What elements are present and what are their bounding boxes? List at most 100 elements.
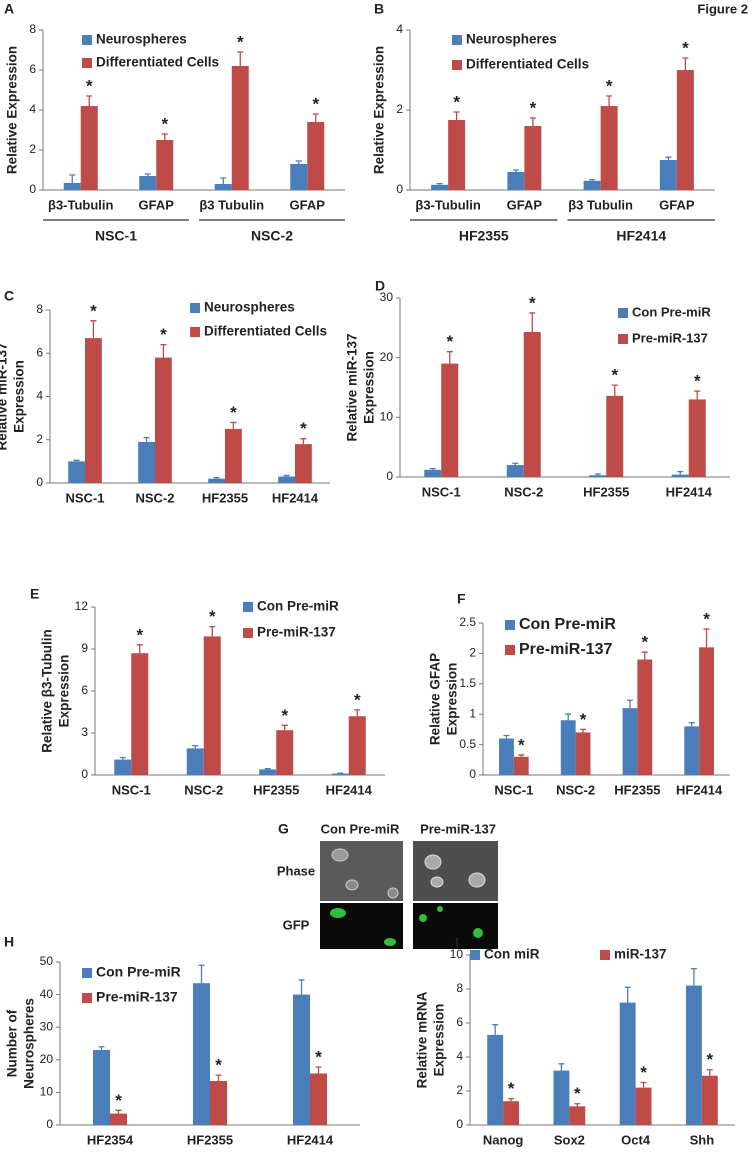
bar: [676, 70, 694, 190]
error-bar: [640, 1081, 647, 1088]
bar: [276, 730, 294, 775]
significance-mark: *: [694, 372, 701, 391]
error-bar: [295, 160, 302, 164]
x-tick-label: NSC-1: [422, 484, 461, 499]
bar: [293, 994, 310, 1125]
error-bar: [161, 133, 168, 140]
error-bar: [665, 156, 672, 160]
error-bar: [213, 476, 220, 479]
bar: [701, 1075, 718, 1125]
bar: [507, 172, 525, 190]
bar: [448, 120, 466, 190]
legend-label: Differentiated Cells: [466, 57, 589, 72]
significance-mark: *: [354, 690, 361, 709]
bar: [186, 748, 204, 775]
legend-label: Con Pre-miR: [96, 964, 181, 980]
bar: [499, 738, 514, 775]
error-bar: [508, 1098, 515, 1102]
error-bar: [565, 713, 572, 721]
bar: [307, 122, 325, 190]
y-tick-label: 20: [380, 350, 394, 364]
error-bar: [264, 768, 271, 770]
y-axis-label: Relative β3-Tubulin: [40, 629, 55, 753]
error-bar: [512, 462, 519, 466]
bar: [583, 180, 601, 190]
y-tick-label: 6: [81, 683, 88, 697]
bar: [560, 720, 576, 775]
significance-mark: *: [530, 98, 537, 117]
bar: [193, 983, 210, 1125]
legend-label: Con Pre-miR: [257, 599, 339, 614]
group-label: NSC-1: [95, 228, 137, 244]
error-bar: [136, 644, 143, 654]
y-tick-label: 1.5: [459, 676, 476, 690]
y-axis-label: Expression: [362, 351, 377, 424]
error-bar: [641, 651, 648, 660]
error-bar: [706, 1069, 713, 1076]
significance-mark: *: [300, 419, 307, 438]
bar: [259, 769, 277, 775]
error-bar: [446, 351, 453, 364]
gfp-cell: [437, 906, 443, 912]
x-tick-label: Sox2: [554, 1132, 585, 1147]
row-label: GFP: [283, 917, 310, 932]
bar: [93, 1050, 110, 1125]
significance-mark: *: [703, 610, 710, 629]
bar: [210, 1080, 227, 1125]
legend-label: Pre-miR-137: [257, 625, 336, 640]
bar: [68, 461, 85, 483]
significance-mark: *: [508, 1079, 515, 1098]
error-bar: [312, 113, 319, 122]
x-tick-label: HF2414: [272, 490, 319, 505]
legend-label: Con Pre-miR: [632, 304, 711, 319]
error-bar: [198, 964, 205, 984]
y-tick-label: 8: [456, 981, 463, 995]
error-bar: [73, 459, 80, 462]
error-bar: [429, 467, 436, 470]
figure-label: Figure 2: [697, 1, 748, 16]
bar: [589, 475, 607, 477]
bar: [156, 140, 174, 190]
y-axis-label: Relative miR-137: [345, 333, 360, 441]
y-tick-label: 0: [81, 767, 88, 781]
significance-mark: *: [230, 403, 237, 422]
significance-mark: *: [90, 301, 97, 320]
significance-mark: *: [160, 325, 167, 344]
error-bar: [492, 1024, 499, 1035]
error-bar: [594, 473, 601, 476]
legend-label: Pre-miR-137: [632, 330, 708, 345]
panel-letter: F: [457, 591, 466, 607]
cell: [430, 876, 444, 888]
significance-mark: *: [606, 76, 613, 95]
x-tick-label: Oct4: [621, 1132, 651, 1147]
x-tick-label: β3-Tubulin: [48, 197, 114, 212]
image-panel: G Con Pre-miR Pre-miR-137 Phase GFP: [277, 821, 498, 949]
panel-letter: G: [278, 821, 289, 837]
error-bar: [589, 178, 596, 181]
x-tick-label: HF2414: [666, 484, 713, 499]
bar: [225, 428, 242, 483]
x-tick-label: HF2355: [253, 782, 299, 797]
x-tick-label: GFAP: [290, 197, 326, 212]
legend-label: Con Pre-miR: [519, 616, 616, 633]
x-tick-label: GFAP: [659, 197, 695, 212]
panel-letter: I: [455, 934, 459, 950]
error-bar: [580, 728, 587, 733]
error-bar: [354, 709, 361, 717]
error-bar: [115, 1109, 122, 1114]
y-axis-label: Number of: [5, 1009, 20, 1077]
error-bar: [144, 173, 151, 176]
significance-mark: *: [707, 1050, 714, 1069]
gfp-cell: [330, 908, 346, 918]
bar: [295, 444, 312, 483]
error-bar: [436, 182, 443, 185]
legend-swatch: [82, 58, 92, 68]
y-tick-label: 3: [81, 725, 88, 739]
group-label: HF2414: [616, 228, 666, 244]
bar: [85, 338, 102, 483]
y-tick-label: 12: [75, 599, 89, 613]
significance-mark: *: [446, 332, 453, 351]
y-tick-label: 0: [46, 1117, 53, 1131]
y-tick-label: 4: [36, 389, 43, 403]
x-tick-label: GFAP: [507, 197, 543, 212]
